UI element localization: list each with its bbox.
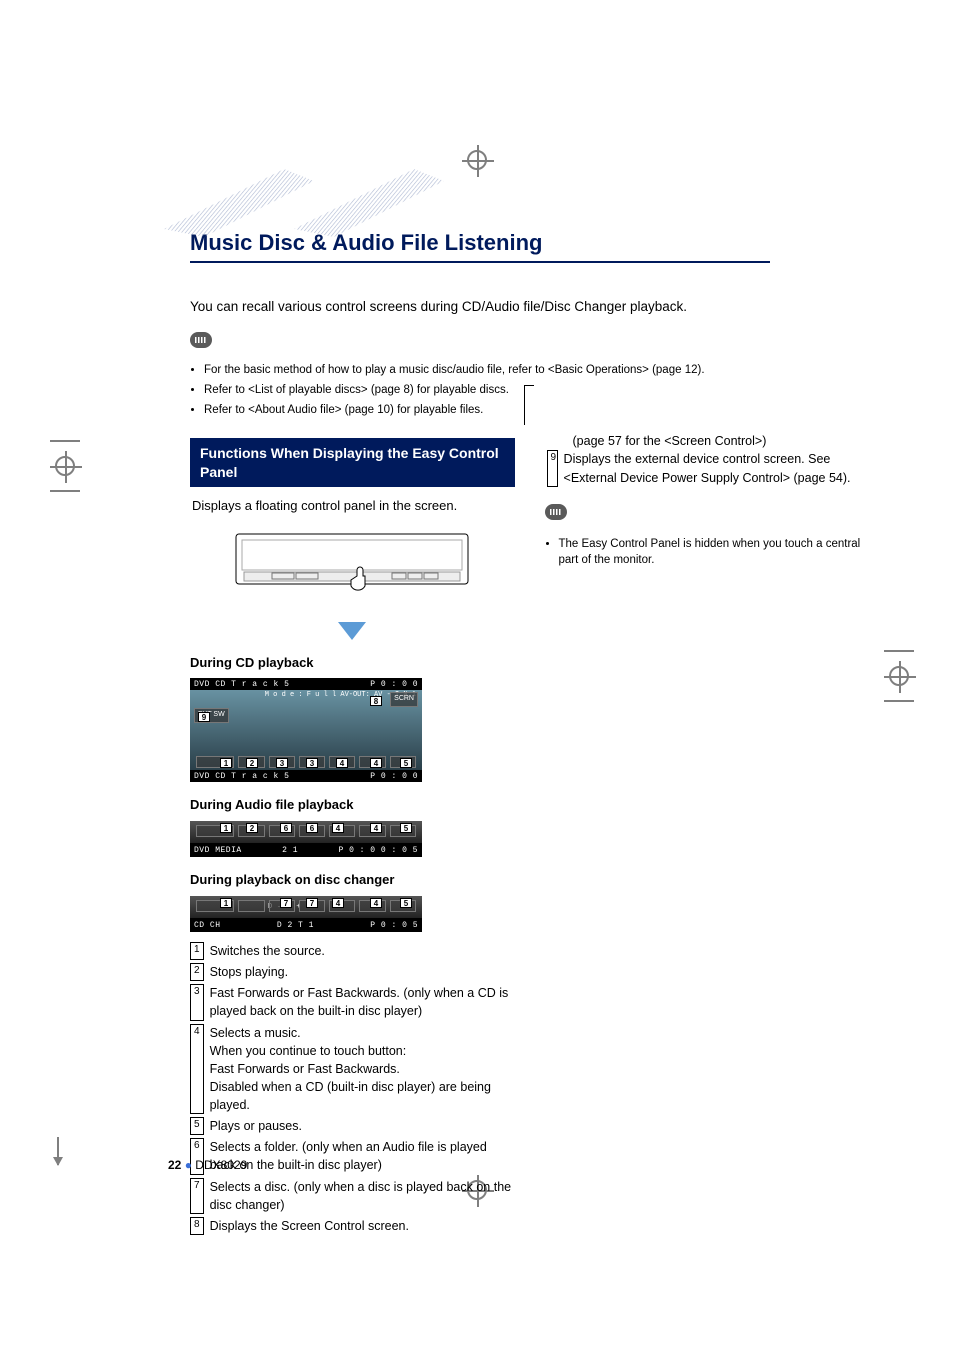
callout-c5: 5: [400, 898, 412, 908]
easy-panel-note: The Easy Control Panel is hidden when yo…: [545, 536, 870, 569]
page-title: Music Disc & Audio File Listening: [190, 227, 770, 263]
callout-4b: 4: [370, 758, 382, 768]
callout-3b: 3: [306, 758, 318, 768]
pre-note: Refer to <About Audio file> (page 10) fo…: [204, 402, 869, 419]
legend-num: 5: [190, 1117, 204, 1135]
legend-num-9: 9: [547, 450, 558, 486]
callout-9: 9: [198, 712, 210, 722]
legend-text: Displays the Screen Control screen.: [210, 1217, 515, 1235]
right-column: (page 57 for the <Screen Control>) 9 Dis…: [545, 432, 870, 1238]
left-column: Functions When Displaying the Easy Contr…: [190, 432, 515, 1238]
callout-8: 8: [370, 696, 382, 706]
callout-a4: 4: [332, 823, 344, 833]
function-desc: Displays a floating control panel in the…: [192, 497, 513, 516]
changer-bot-mid: D 2 T 1: [277, 920, 314, 932]
changer-screenshot: D – D + CD CH D 2 T 1 P 0 : 0 5 1 7 7 4: [190, 896, 422, 932]
callout-a6: 6: [280, 823, 292, 833]
callout-5: 5: [400, 758, 412, 768]
legend-text: Switches the source.: [210, 942, 515, 960]
legend-num: 1: [190, 942, 204, 960]
callout-c4b: 4: [370, 898, 382, 908]
note-icon-2: [545, 504, 567, 520]
easy-panel-note-text: The Easy Control Panel is hidden when yo…: [559, 536, 870, 569]
page-footer: 22 ● DDX8029: [168, 1157, 247, 1174]
footer-page-number: 22: [168, 1158, 181, 1172]
callout-a6b: 6: [306, 823, 318, 833]
cd-screenshot: DVD CD T r a c k 5 P 0 : 0 0 M o d e : F…: [190, 678, 422, 782]
side-register-right: [884, 636, 914, 716]
legend-num: 7: [190, 1178, 204, 1214]
intro-text: You can recall various control screens d…: [190, 297, 869, 317]
pre-note: For the basic method of how to play a mu…: [204, 362, 869, 379]
callout-4: 4: [336, 758, 348, 768]
page-content: Music Disc & Audio File Listening You ca…: [190, 227, 869, 1170]
crop-mark-top: [467, 150, 487, 170]
right-cont-line1: (page 57 for the <Screen Control>): [573, 432, 870, 450]
callout-c7b: 7: [306, 898, 318, 908]
note-icon: [190, 332, 212, 348]
callout-a4b: 4: [370, 823, 382, 833]
legend-num: 3: [190, 984, 204, 1020]
callout-c4: 4: [332, 898, 344, 908]
callout-c7: 7: [280, 898, 292, 908]
changer-bot-right: P 0 : 0 5: [370, 920, 418, 932]
subhead-cd: During CD playback: [190, 654, 515, 673]
audio-screenshot: DVD MEDIA 2 1 P 0 : 0 0 : 0 5 1 2 6 6 4 …: [190, 821, 422, 857]
legend-num: 4: [190, 1024, 204, 1115]
subhead-changer: During playback on disc changer: [190, 871, 515, 890]
audio-bot-left: DVD MEDIA: [194, 845, 242, 857]
callout-a2: 2: [246, 823, 258, 833]
function-heading: Functions When Displaying the Easy Contr…: [190, 438, 515, 486]
callout-a1: 1: [220, 823, 232, 833]
callout-a5: 5: [400, 823, 412, 833]
callout-2: 2: [246, 758, 258, 768]
cd-top-left: DVD CD T r a c k 5: [194, 679, 289, 691]
changer-bot-left: CD CH: [194, 920, 221, 932]
legend-text: Selects a disc. (only when a disc is pla…: [210, 1178, 515, 1214]
callout-c1: 1: [220, 898, 232, 908]
down-arrow-icon: [338, 622, 366, 640]
legend-num: 2: [190, 963, 204, 981]
subhead-audio: During Audio file playback: [190, 796, 515, 815]
legend-text-9: Displays the external device control scr…: [564, 450, 869, 486]
legend-text: Plays or pauses.: [210, 1117, 515, 1135]
callout-3: 3: [276, 758, 288, 768]
cd-bot-right: P 0 : 0 0: [370, 771, 418, 783]
callout-legend: 1 Switches the source. 2 Stops playing. 3F…: [190, 942, 515, 1235]
legend-text: Selects a music. When you continue to to…: [210, 1024, 515, 1115]
audio-bot-mid: 2 1: [282, 845, 298, 857]
column-divider-mark: [524, 385, 534, 425]
scrn-button[interactable]: SCRN: [390, 692, 418, 706]
footer-model: DDX8029: [195, 1158, 247, 1172]
legend-text: Selects a folder. (only when an Audio fi…: [210, 1138, 515, 1174]
legend-text: Stops playing.: [210, 963, 515, 981]
pre-note: Refer to <List of playable discs> (page …: [204, 382, 869, 399]
cd-top-right: P 0 : 0 0: [370, 679, 418, 691]
callout-1: 1: [220, 758, 232, 768]
side-register-left: [50, 426, 80, 506]
legend-num: 8: [190, 1217, 204, 1235]
audio-bot-right: P 0 : 0 0 : 0 5: [338, 845, 418, 857]
register-arrow: [57, 1137, 59, 1165]
legend-text: Fast Forwards or Fast Backwards. (only w…: [210, 984, 515, 1020]
device-illustration: [232, 528, 472, 614]
cd-bot-left: DVD CD T r a c k 5: [194, 771, 289, 783]
